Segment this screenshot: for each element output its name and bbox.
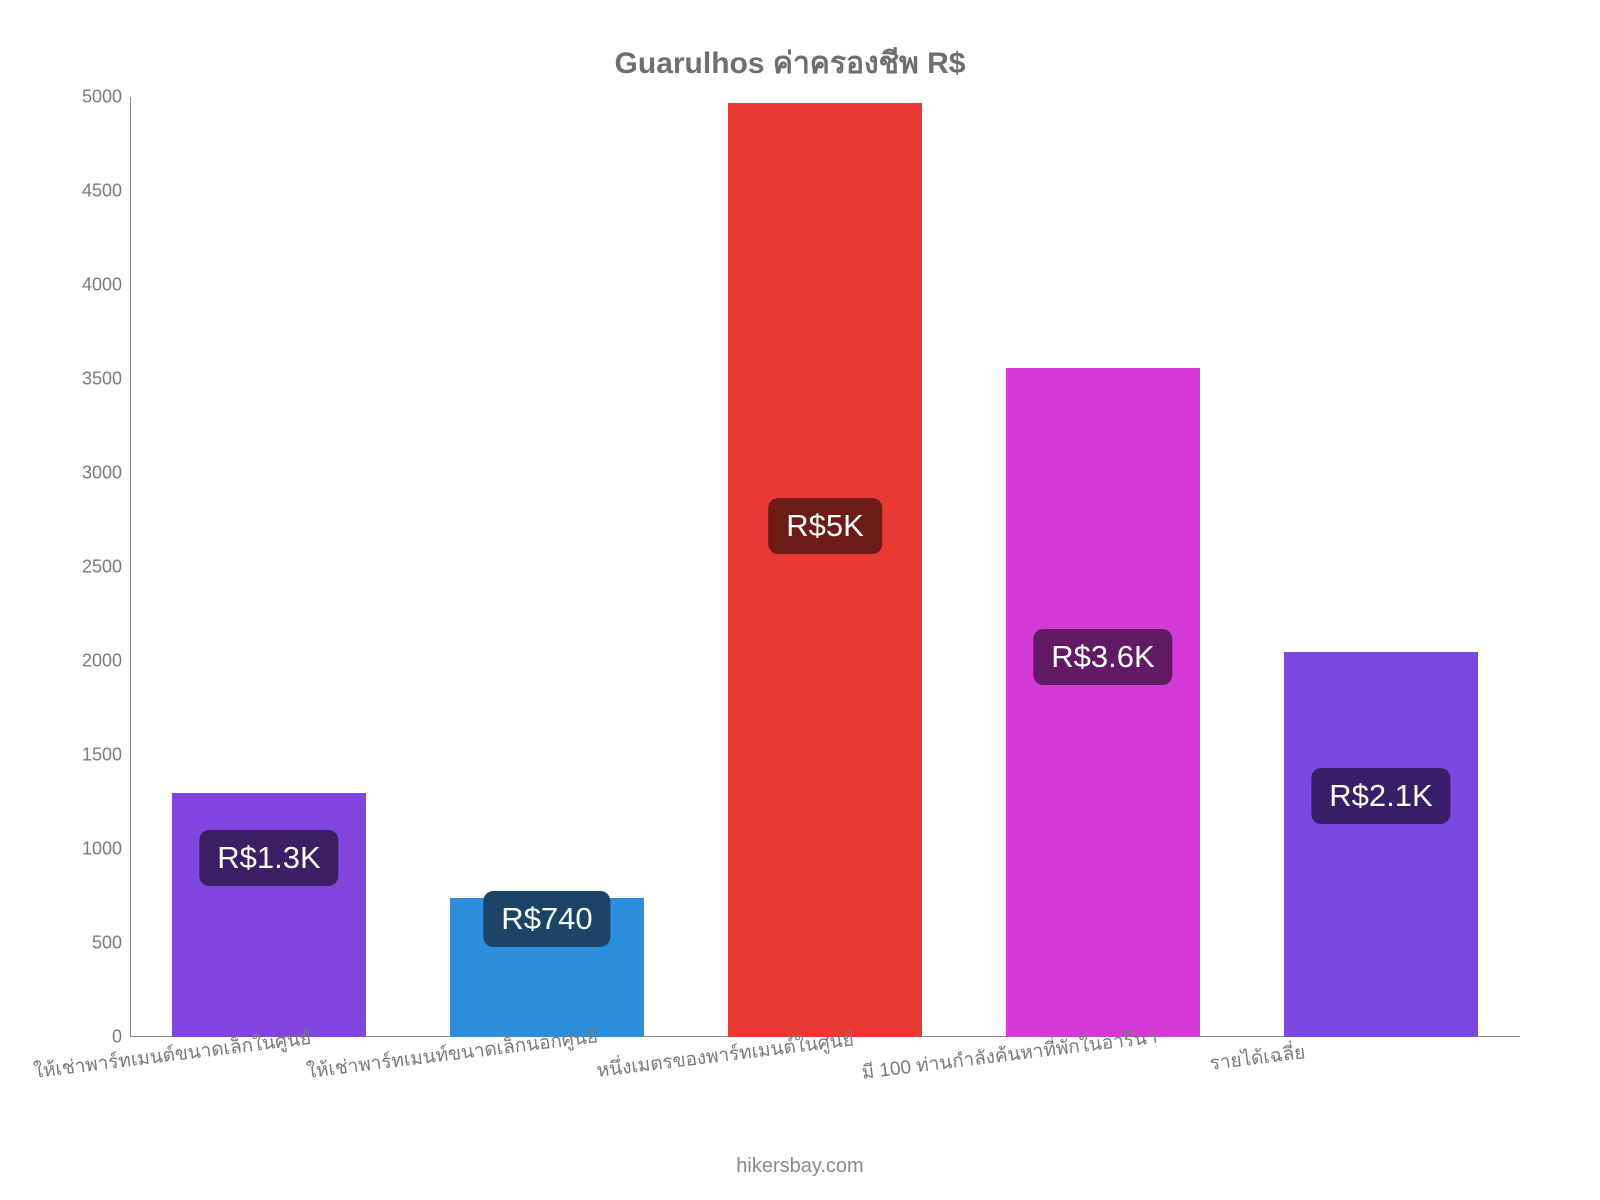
chart-container: Guarulhos ค่าครองชีพ R$ 0 500 1000 1500 2000… — [60, 40, 1520, 1100]
y-tick: 500 — [62, 933, 122, 954]
bar-value-label: R$740 — [483, 891, 610, 947]
bar-value-label: R$2.1K — [1311, 768, 1450, 824]
plot-area: 0500100015002000250030003500400045005000… — [60, 97, 1520, 1037]
y-tick: 5000 — [62, 87, 122, 108]
bar-value-label: R$5K — [768, 498, 882, 554]
bar: R$5K — [728, 103, 923, 1037]
y-tick: 0 — [62, 1027, 122, 1048]
bar-value-label: R$3.6K — [1033, 629, 1172, 685]
y-tick: 2000 — [62, 651, 122, 672]
y-tick: 1000 — [62, 839, 122, 860]
bar: R$740 — [450, 898, 645, 1037]
y-tick: 1500 — [62, 745, 122, 766]
y-axis: 0500100015002000250030003500400045005000 — [60, 97, 130, 1037]
y-tick: 3500 — [62, 369, 122, 390]
chart-title: Guarulhos ค่าครองชีพ R$ — [60, 40, 1520, 87]
y-tick: 2500 — [62, 557, 122, 578]
bar: R$3.6K — [1006, 368, 1201, 1037]
bar: R$2.1K — [1284, 652, 1479, 1037]
x-axis-label: รายได้เฉลี่ย — [1208, 1037, 1307, 1078]
bars-area: R$1.3K R$740 R$5K R$3.6K R$2.1K — [130, 97, 1520, 1037]
y-tick: 3000 — [62, 463, 122, 484]
x-axis-labels: ให้เช่าพาร์ทเมนต์ขนาดเล็กในศูนย์ให้เช่าพ… — [130, 1037, 1520, 1107]
bar-value-label: R$1.3K — [199, 830, 338, 886]
attribution-text: hikersbay.com — [0, 1155, 1600, 1178]
bar: R$1.3K — [172, 793, 367, 1037]
y-tick: 4000 — [62, 275, 122, 296]
y-tick: 4500 — [62, 181, 122, 202]
